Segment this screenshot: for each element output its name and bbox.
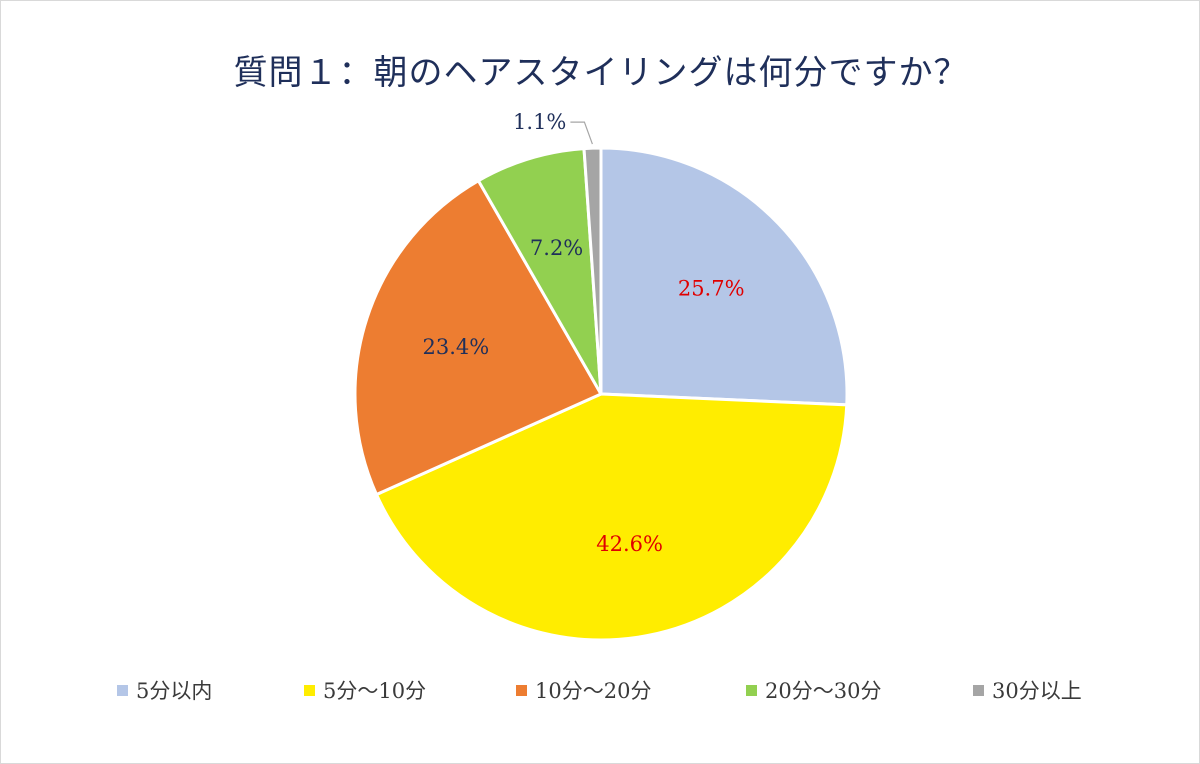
legend-swatch-5 (973, 684, 984, 696)
pie-data-label-3: 23.4% (423, 335, 490, 359)
pie-leader-line-5 (570, 121, 593, 145)
legend-item-5: 30分以上 (973, 675, 1082, 705)
legend-label-3: 10分～20分 (535, 679, 652, 703)
legend-swatch-2 (304, 684, 315, 696)
pie-slice-3 (353, 178, 604, 497)
chart-title: 質問１：朝のヘアスタイリングは何分ですか？ (233, 53, 969, 93)
legend-swatch-1 (117, 684, 128, 696)
legend-swatch-4 (746, 684, 757, 696)
chart-legend: 5分以内 5分～10分 10分～20分 20分～30分 30分以上 (1, 675, 1199, 707)
pie-data-label-5: 1.1% (513, 110, 566, 134)
legend-item-2: 5分～10分 (304, 675, 426, 705)
pie-slice-4 (476, 146, 603, 395)
legend-item-1: 5分以内 (117, 675, 212, 705)
legend-swatch-3 (516, 684, 527, 696)
legend-item-4: 20分～30分 (746, 675, 881, 705)
pie-data-label-4: 7.2% (530, 236, 583, 260)
pie-data-label-2: 42.6% (596, 532, 663, 556)
legend-label-5: 30分以上 (992, 679, 1082, 703)
pie-slice-2 (374, 392, 849, 642)
legend-item-3: 10分～20分 (516, 675, 651, 705)
legend-label-4: 20分～30分 (765, 679, 882, 703)
pie-slice-1 (599, 146, 849, 407)
legend-label-2: 5分～10分 (323, 679, 427, 703)
legend-label-1: 5分以内 (136, 679, 213, 703)
pie-slice-5 (582, 146, 603, 395)
pie-data-label-1: 25.7% (678, 277, 745, 301)
